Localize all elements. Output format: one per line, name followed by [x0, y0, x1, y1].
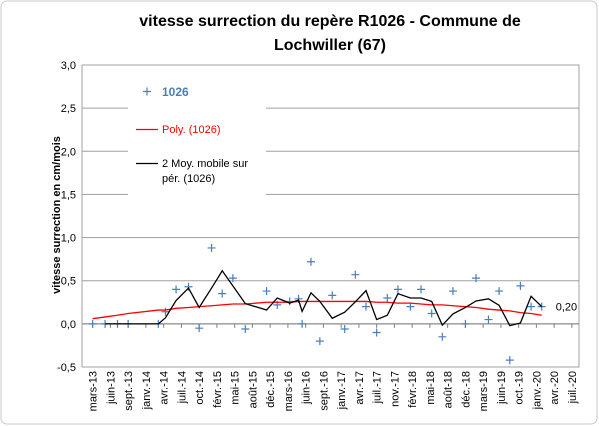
x-tick-label: mai-15: [230, 371, 242, 405]
point-marker: [172, 285, 181, 294]
x-tick-label: juin-19: [496, 371, 508, 405]
x-tick-label: mars-19: [478, 371, 490, 411]
y-axis-label: vitesse surrection en cm/mois: [51, 136, 63, 294]
point-marker: [228, 274, 237, 283]
point-marker: [393, 285, 402, 294]
series-line: [105, 269, 543, 327]
point-marker: [484, 315, 493, 324]
point-marker: [88, 319, 97, 328]
point-marker: [505, 356, 514, 365]
point-marker: [262, 287, 271, 296]
point-marker: [516, 281, 525, 290]
point-marker: [448, 287, 457, 296]
y-tick-label: 2,5: [61, 103, 76, 115]
x-tick-label: févr.-15: [212, 371, 224, 408]
point-marker: [207, 243, 216, 252]
x-tick-label: sept.-13: [123, 371, 135, 411]
point-marker: [306, 257, 315, 266]
y-tick-label: 0,0: [61, 319, 76, 331]
swatch-icon: [143, 87, 151, 96]
point-marker: [362, 302, 370, 311]
x-tick-label: déc.-18: [460, 371, 472, 408]
x-tick-label: oct.-19: [514, 371, 526, 405]
legend-swatch: [136, 157, 158, 170]
series-line: [92, 300, 542, 320]
x-tick-label: juil.-20: [567, 371, 579, 404]
x-tick-label: avr.-14: [159, 371, 171, 405]
x-tick-label: juil.-17: [372, 371, 384, 404]
point-marker: [427, 309, 436, 318]
legend-label: 1026: [162, 85, 189, 99]
point-marker: [340, 325, 349, 334]
point-marker: [184, 282, 193, 291]
x-tick-label: févr.-18: [407, 371, 419, 408]
legend: 1026 Poly. (1026) 2 Moy. mobile sur pér. (…: [128, 77, 266, 199]
x-tick-label: juil.-14: [176, 371, 188, 404]
point-marker: [195, 324, 204, 333]
point-marker: [417, 285, 426, 294]
swatch-icon: [136, 162, 158, 165]
annotation: 0,20: [556, 302, 577, 314]
point-marker: [383, 293, 392, 302]
legend-item: Poly. (1026): [136, 123, 262, 138]
legend-item: 2 Moy. mobile sur pér. (1026): [136, 157, 262, 187]
x-tick-label: nov.-17: [389, 371, 401, 407]
y-tick-label: -0,5: [57, 362, 76, 374]
x-tick-label: juin-16: [301, 371, 313, 405]
y-tick-label: 2,0: [61, 146, 76, 158]
x-tick-label: janv.-14: [141, 371, 153, 410]
legend-swatch: [136, 123, 158, 136]
x-tick-label: déc.-15: [265, 371, 277, 408]
point-marker: [351, 270, 360, 279]
x-tick-label: mars-13: [88, 371, 100, 411]
x-tick-label: avr.-17: [354, 371, 366, 405]
point-marker: [495, 287, 504, 296]
x-tick-label: mai-18: [425, 371, 437, 405]
y-tick-label: 1,5: [61, 189, 76, 201]
x-tick-label: janv.-17: [336, 371, 348, 410]
x-tick-label: août-18: [443, 371, 455, 408]
point-marker: [298, 319, 307, 328]
point-marker: [218, 289, 227, 298]
swatch-icon: [136, 128, 158, 131]
chart-title: vitesse surrection du repère R1026 - Com…: [139, 13, 521, 54]
x-tick-label: oct.-14: [194, 371, 206, 405]
legend-label: Poly. (1026): [162, 124, 221, 136]
legend-item: 1026: [136, 85, 262, 100]
x-tick-label: sept.-16: [318, 371, 330, 411]
legend-label: 2 Moy. mobile sur pér. (1026): [162, 158, 248, 185]
point-marker: [315, 337, 324, 346]
x-tick-label: janv.-20: [531, 371, 543, 410]
point-marker: [472, 274, 481, 283]
y-tick-label: 0,5: [61, 276, 76, 288]
x-tick-label: août-15: [247, 371, 259, 408]
y-tick-label: 3,0: [61, 60, 76, 72]
legend-swatch: [136, 85, 158, 98]
y-tick-label: 1,0: [61, 233, 76, 245]
point-marker: [438, 332, 447, 341]
x-tick-label: avr.-20: [549, 371, 561, 405]
point-marker: [461, 319, 470, 328]
point-marker: [161, 307, 170, 316]
x-tick-label: juin-13: [105, 371, 117, 405]
x-tick-label: mars-16: [283, 371, 295, 411]
point-marker: [406, 302, 415, 311]
point-marker: [372, 328, 381, 337]
point-marker: [527, 302, 536, 311]
point-marker: [241, 325, 250, 334]
point-marker: [328, 291, 337, 300]
